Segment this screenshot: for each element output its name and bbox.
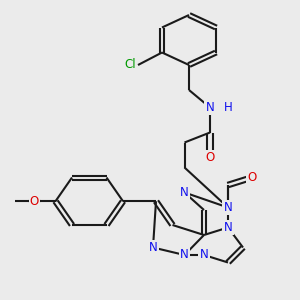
Text: N: N [200,248,208,262]
Text: N: N [180,248,189,262]
Text: O: O [30,195,39,208]
Text: O: O [206,151,214,164]
Text: H: H [224,101,232,114]
Text: Cl: Cl [125,58,136,71]
Text: N: N [206,101,214,114]
Text: N: N [224,201,232,214]
Text: N: N [180,186,189,199]
Text: O: O [248,171,256,184]
Text: N: N [148,241,158,254]
Text: N: N [224,221,232,234]
